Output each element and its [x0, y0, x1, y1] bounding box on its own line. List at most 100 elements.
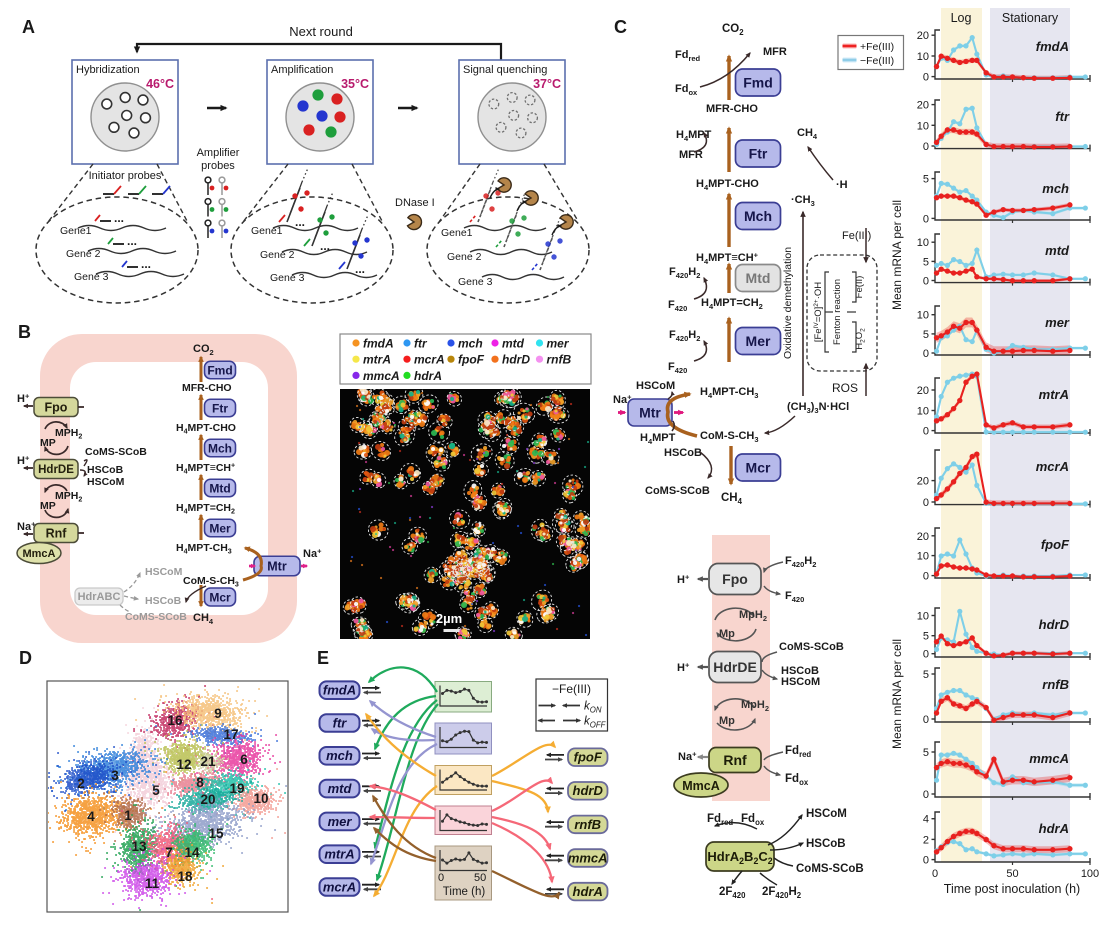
svg-text:5: 5: [923, 631, 929, 643]
svg-text:H2 O2: H2 O2: [854, 328, 866, 350]
svg-text:F420 H2: F420 H2: [669, 329, 700, 343]
svg-text:C: C: [614, 17, 627, 37]
svg-text:0: 0: [932, 868, 938, 880]
svg-text:HdrDE: HdrDE: [38, 464, 74, 476]
svg-text:mch: mch: [326, 748, 353, 763]
svg-text:Mer: Mer: [209, 521, 231, 535]
svg-text:mtrA: mtrA: [1039, 387, 1069, 402]
svg-text:mcrA: mcrA: [414, 353, 445, 367]
svg-text:−Fe(III): −Fe(III): [552, 682, 591, 696]
svg-text:Gene 3: Gene 3: [74, 271, 109, 283]
svg-text:H4 MPT=CH2: H4 MPT=CH2: [701, 297, 763, 311]
svg-text:hdrD: hdrD: [573, 783, 604, 798]
svg-text:H4 MPT≡CH+: H4 MPT≡CH+: [696, 251, 759, 266]
svg-text:rnfB: rnfB: [1042, 677, 1069, 692]
svg-text:Fmd: Fmd: [743, 75, 773, 91]
svg-text:probes: probes: [201, 160, 235, 172]
svg-text:Time post inoculation (h): Time post inoculation (h): [944, 882, 1080, 896]
svg-text:HSCoM: HSCoM: [781, 676, 820, 688]
svg-text:Fe(II): Fe(II): [854, 276, 865, 299]
svg-text:DNase I: DNase I: [395, 197, 435, 209]
svg-text:CoMS-SCoB: CoMS-SCoB: [125, 611, 187, 623]
svg-text:H+: H+: [677, 573, 690, 587]
svg-text:2: 2: [923, 834, 929, 846]
svg-text:HSCoB: HSCoB: [87, 464, 124, 476]
svg-text:H4 MPT-CH3: H4 MPT-CH3: [176, 542, 232, 556]
svg-text:MFR-CHO: MFR-CHO: [182, 382, 232, 394]
svg-text:0: 0: [438, 872, 444, 884]
svg-text:Log: Log: [951, 11, 972, 25]
svg-text:(CH3 )3 N·HCl: (CH3 )3 N·HCl: [787, 401, 849, 415]
svg-text:0: 0: [923, 649, 929, 661]
svg-text:0: 0: [923, 497, 929, 509]
svg-text:MmcA: MmcA: [682, 779, 720, 793]
svg-text:ROS: ROS: [832, 381, 858, 395]
svg-text:Mtr: Mtr: [267, 560, 287, 574]
svg-text:·CH3: ·CH3: [791, 194, 815, 208]
svg-text:Mch: Mch: [208, 441, 232, 455]
svg-text:37°C: 37°C: [533, 77, 561, 91]
svg-text:8: 8: [196, 775, 204, 790]
svg-text:[FeIV =O]2+ ·OH: [FeIV =O]2+ ·OH: [813, 282, 824, 342]
svg-text:HdrABC: HdrABC: [78, 591, 121, 603]
svg-text:7: 7: [165, 845, 173, 860]
svg-text:Fe(III): Fe(III): [842, 230, 871, 242]
svg-text:mtd: mtd: [1045, 243, 1070, 258]
svg-text:0: 0: [923, 855, 929, 867]
svg-text:4: 4: [87, 809, 95, 824]
svg-text:HSCoB: HSCoB: [145, 595, 182, 607]
svg-text:10: 10: [253, 791, 268, 806]
svg-text:2: 2: [77, 776, 85, 791]
svg-text:Gene1: Gene1: [441, 227, 473, 239]
svg-text:CoMS-SCoB: CoMS-SCoB: [779, 641, 844, 653]
svg-text:fpoF: fpoF: [1041, 537, 1070, 552]
svg-text:H4 MPT=CH2: H4 MPT=CH2: [176, 502, 235, 516]
svg-text:Gene1: Gene1: [60, 225, 92, 237]
svg-text:MFR: MFR: [679, 149, 703, 161]
svg-text:MpH2: MpH2: [739, 609, 767, 623]
svg-text:14: 14: [184, 845, 200, 860]
svg-text:ftr: ftr: [414, 336, 428, 350]
svg-text:...: ...: [141, 257, 151, 271]
svg-text:50: 50: [474, 872, 486, 884]
svg-text:mmcA: mmcA: [1029, 751, 1069, 766]
svg-text:20: 20: [917, 30, 929, 42]
svg-text:mer: mer: [547, 336, 570, 350]
svg-text:21: 21: [200, 754, 216, 769]
svg-text:A: A: [22, 17, 35, 37]
svg-text:Fdred: Fdred: [785, 745, 811, 759]
svg-text:CoMS-SCoB: CoMS-SCoB: [645, 485, 710, 497]
svg-text:Mtd: Mtd: [746, 270, 771, 286]
svg-text:mer: mer: [1045, 315, 1070, 330]
svg-text:Next round: Next round: [289, 24, 353, 39]
svg-text:0: 0: [923, 714, 929, 726]
svg-text:0: 0: [923, 789, 929, 801]
svg-text:hdrD: hdrD: [1039, 617, 1070, 632]
svg-text:1: 1: [124, 808, 132, 823]
svg-text:0: 0: [923, 426, 929, 438]
svg-text:Stationary: Stationary: [1002, 11, 1059, 25]
svg-text:mcrA: mcrA: [1036, 459, 1069, 474]
svg-text:ftr: ftr: [333, 715, 348, 730]
svg-text:CoM-S-CH3: CoM-S-CH3: [183, 575, 239, 589]
svg-text:fmdA: fmdA: [1036, 39, 1069, 54]
svg-text:Na+: Na+: [678, 750, 697, 764]
svg-text:B: B: [18, 322, 31, 342]
svg-text:HSCoM: HSCoM: [87, 476, 125, 488]
svg-text:Mtr: Mtr: [639, 405, 661, 421]
svg-text:rnfB: rnfB: [547, 353, 572, 367]
svg-text:HSCoM: HSCoM: [806, 808, 847, 820]
svg-text:H4 MPT: H4 MPT: [640, 432, 676, 446]
svg-text:Fdred: Fdred: [675, 49, 701, 63]
svg-text:Mean mRNA per cell: Mean mRNA per cell: [890, 200, 904, 310]
svg-text:Fdox: Fdox: [675, 83, 698, 97]
svg-text:20: 20: [917, 100, 929, 112]
svg-text:...: ...: [355, 262, 365, 276]
svg-text:hdrA: hdrA: [1039, 821, 1069, 836]
svg-text:F420: F420: [668, 299, 687, 313]
svg-text:Mean mRNA per cell: Mean mRNA per cell: [890, 639, 904, 749]
svg-text:F420: F420: [668, 361, 687, 375]
svg-text:0: 0: [923, 72, 929, 84]
svg-text:...: ...: [295, 215, 305, 229]
svg-text:mcrA: mcrA: [323, 879, 356, 894]
